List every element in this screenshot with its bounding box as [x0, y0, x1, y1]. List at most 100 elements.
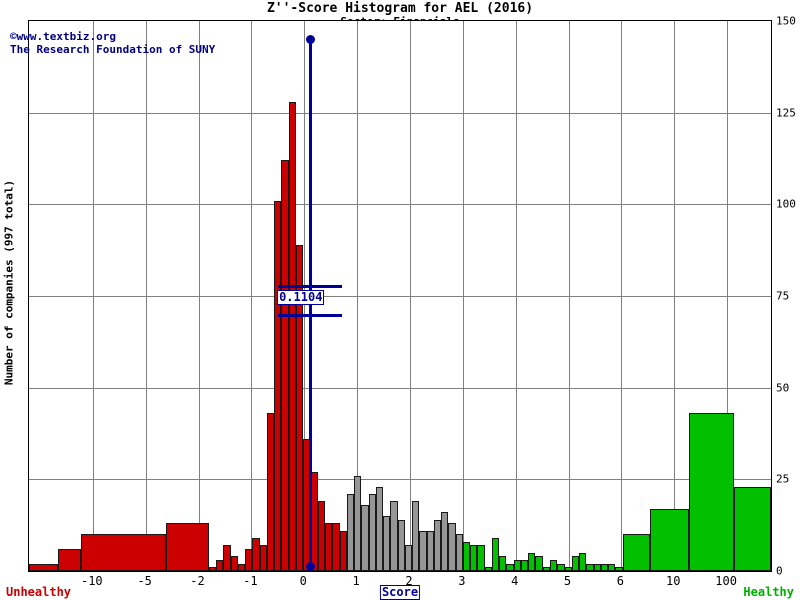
x-axis-tick-label: 3: [458, 574, 466, 588]
histogram-bar: [266, 413, 275, 571]
histogram-bar: [237, 563, 246, 571]
histogram-bar: [216, 560, 224, 571]
histogram-bar: [433, 519, 442, 571]
histogram-bar: [499, 556, 507, 571]
y-axis-tick-label: 75: [776, 289, 790, 303]
watermark-line-1: ©www.textbiz.org: [10, 30, 116, 43]
zone-label-unhealthy: Unhealthy: [6, 585, 72, 599]
score-marker-bracket-bottom: [278, 314, 343, 318]
score-marker-bracket-top: [278, 285, 343, 288]
y-axis-tick-label: 125: [776, 106, 796, 120]
histogram-bar: [470, 545, 478, 571]
histogram-bar: [608, 563, 616, 571]
histogram-bar: [361, 505, 369, 571]
x-axis-tick-label: 4: [511, 574, 519, 588]
histogram-bar: [419, 530, 427, 571]
histogram-bar: [324, 523, 333, 571]
histogram-bar: [622, 534, 650, 571]
y-axis-tick-label: 25: [776, 472, 790, 486]
histogram-bar: [513, 560, 521, 571]
y-axis-title: Number of companies (997 total): [2, 179, 16, 386]
histogram-bars: [29, 21, 771, 571]
histogram-bar: [441, 512, 449, 571]
histogram-bar: [586, 563, 594, 571]
watermark-line-2: The Research Foundation of SUNY: [10, 43, 216, 56]
histogram-bar: [317, 501, 325, 571]
histogram-bar: [288, 101, 296, 571]
histogram-bar: [332, 523, 340, 571]
histogram-bar: [550, 560, 558, 571]
histogram-bar: [29, 563, 59, 571]
histogram-bar: [404, 545, 413, 571]
histogram-bar: [339, 530, 347, 571]
chart-title: Z''-Score Histogram for AEL (2016): [266, 1, 534, 16]
histogram-bar: [354, 475, 362, 571]
score-marker-top-dot: [305, 35, 315, 44]
histogram-bar: [230, 556, 238, 571]
histogram-bar: [412, 501, 420, 571]
y-axis-tick-label: 50: [776, 381, 790, 395]
histogram-bar: [375, 486, 384, 571]
histogram-bar: [528, 552, 536, 571]
y-axis-tick-label: 150: [776, 14, 796, 28]
histogram-bar: [650, 508, 689, 571]
histogram-bar: [208, 567, 217, 571]
histogram-bar: [383, 516, 391, 571]
histogram-bar: [346, 494, 355, 571]
histogram-bar: [58, 549, 81, 571]
gridline-horizontal: [29, 387, 771, 389]
histogram-bar: [615, 567, 623, 571]
x-axis-tick-label: 1: [352, 574, 360, 588]
histogram-bar: [462, 541, 471, 571]
score-marker-label: 0.1104: [277, 290, 325, 305]
histogram-bar: [593, 563, 601, 571]
x-axis-tick-label: -5: [137, 574, 152, 588]
score-marker-bottom-dot: [305, 562, 315, 571]
x-axis-tick-label: 100: [715, 574, 737, 588]
x-axis-tick-label: 5: [563, 574, 572, 588]
histogram-bar: [166, 523, 209, 571]
histogram-bar: [252, 538, 260, 571]
gridline-horizontal: [29, 479, 771, 481]
histogram-bar: [571, 556, 580, 571]
x-axis-tick-label: -2: [190, 574, 205, 588]
histogram-bar: [295, 244, 304, 571]
gridline-horizontal: [29, 204, 771, 206]
histogram-bar: [564, 567, 572, 571]
x-axis-tick-label: -10: [80, 574, 103, 588]
histogram-bar: [600, 563, 609, 571]
histogram-bar: [245, 549, 253, 571]
histogram-bar: [579, 552, 587, 571]
histogram-bar: [390, 501, 398, 571]
histogram-bar: [484, 567, 492, 571]
histogram-bar: [259, 545, 267, 571]
y-axis-tick-label: 0: [776, 564, 783, 578]
histogram-bar: [397, 519, 405, 571]
histogram-bar: [223, 545, 231, 571]
histogram-bar: [506, 563, 514, 571]
histogram-bar: [557, 563, 565, 571]
x-axis-tick-label: 6: [616, 574, 625, 588]
histogram-bar: [455, 534, 463, 571]
histogram-bar: [274, 200, 282, 571]
histogram-bar: [542, 567, 550, 571]
gridline-horizontal: [29, 296, 771, 297]
zone-label-healthy: Healthy: [743, 585, 794, 599]
histogram-bar: [477, 545, 485, 571]
histogram-bar: [368, 494, 376, 571]
plot-area: 0.1104: [28, 20, 772, 572]
y-axis-tick-label: 100: [776, 197, 796, 211]
histogram-bar: [448, 523, 456, 571]
histogram-bar: [80, 534, 167, 571]
gridline-horizontal: [29, 112, 771, 114]
histogram-bar: [733, 486, 771, 571]
histogram-bar: [281, 160, 289, 571]
x-axis-tick-label: 0: [299, 574, 307, 588]
score-marker-line: [309, 39, 313, 571]
histogram-bar: [426, 530, 434, 571]
histogram-bar: [520, 560, 529, 571]
histogram-bar: [535, 556, 543, 571]
x-axis-tick-label: -1: [243, 574, 258, 588]
histogram-bar: [688, 413, 734, 571]
